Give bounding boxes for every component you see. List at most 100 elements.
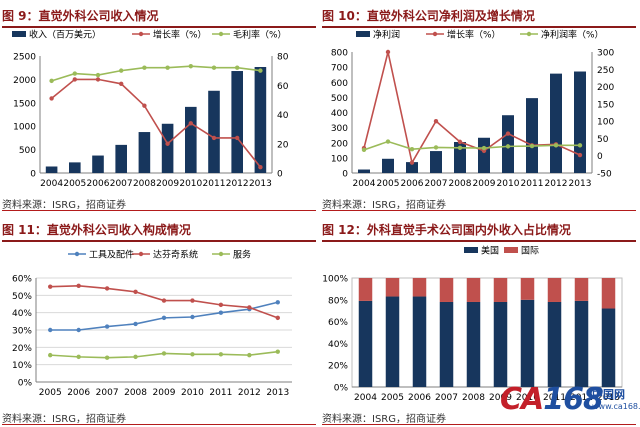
bar-国际	[439, 278, 454, 302]
chart-panel-net-income: 图 10：直觉外科公司净利润及增长情况 0 100 200 300 400 500 600 7…	[322, 0, 636, 212]
x-tick-label: 2010	[516, 393, 539, 403]
y-tick-label: 60%	[328, 318, 348, 328]
legend-label: 增长率（%）	[153, 29, 207, 41]
y-tick-label: 0	[30, 170, 36, 180]
data-point	[505, 131, 511, 136]
data-point	[211, 65, 217, 70]
data-point	[218, 302, 224, 308]
bar-美国	[520, 299, 535, 387]
x-tick-label: 2008	[462, 393, 485, 403]
data-point	[49, 96, 54, 101]
bar-国际	[601, 278, 616, 309]
x-tick-label: 2011	[521, 179, 544, 189]
data-point	[119, 81, 124, 86]
data-point	[235, 135, 240, 141]
data-point	[258, 164, 263, 170]
data-point	[211, 135, 217, 141]
legend-label: 增长率（%）	[447, 29, 501, 41]
x-tick-label: 2008	[449, 179, 472, 189]
series-line	[363, 51, 581, 165]
title-rule	[2, 26, 316, 28]
x-tick-label: 2009	[156, 179, 179, 189]
data-point	[553, 143, 559, 148]
x-tick-label: 2005	[381, 393, 404, 403]
watermark-brand: CA168	[500, 382, 604, 417]
y-tick-label: 600	[331, 79, 348, 89]
data-point	[247, 352, 252, 358]
data-point	[133, 321, 138, 327]
legend-marker	[138, 31, 144, 37]
x-tick-label: 2012	[226, 179, 249, 189]
legend-label: 达芬奇系统	[153, 249, 198, 261]
data-point	[49, 78, 54, 84]
y-tick-label: 500	[19, 146, 36, 156]
data-point	[161, 351, 167, 356]
bar	[69, 162, 81, 173]
y-tick-label: 200	[331, 139, 348, 149]
y2-tick-label: 60	[277, 82, 289, 92]
data-point	[218, 310, 224, 315]
x-tick-label: 2008	[124, 388, 147, 398]
data-point	[133, 354, 138, 360]
bar	[382, 158, 394, 173]
title-rule	[322, 26, 636, 28]
footer-rule	[2, 424, 316, 425]
legend-label: 净利润率（%）	[541, 29, 604, 41]
x-tick-label: 2008	[133, 179, 156, 189]
x-tick-label: 2009	[153, 388, 176, 398]
data-point	[457, 139, 463, 145]
x-tick-label: 2013	[249, 179, 272, 189]
x-tick-label: 2007	[96, 388, 119, 398]
bar	[138, 132, 151, 173]
x-tick-label: 2011	[209, 388, 232, 398]
legend-swatch	[12, 31, 26, 37]
chart-title: 图 9：直觉外科公司收入情况	[2, 9, 159, 23]
x-tick-label: 2013	[569, 179, 592, 189]
bar	[550, 73, 562, 173]
bar	[358, 169, 370, 173]
data-point	[433, 145, 439, 150]
bar-美国	[547, 301, 562, 387]
source-note: 资料来源：ISRG，招商证券	[2, 414, 126, 425]
x-tick-label: 2011	[543, 393, 566, 403]
y-tick-label: 0%	[18, 379, 33, 389]
bar-国际	[466, 278, 481, 302]
y-tick-label: 50%	[12, 292, 32, 302]
legend-label: 美国	[481, 245, 499, 257]
bar	[92, 155, 104, 173]
x-tick-label: 2004	[354, 393, 377, 403]
x-tick-label: 2010	[497, 179, 520, 189]
chart-title: 图 10：直觉外科公司净利润及增长情况	[322, 9, 535, 23]
footer-rule	[322, 424, 636, 425]
bar	[231, 71, 243, 173]
watermark-logo: CA168 中国网 www.ca168.com	[470, 382, 640, 422]
x-tick-label: 2013	[266, 388, 289, 398]
region-share-chart: 0% 20% 40% 60% 80% 100% 2004 2005 2006 2007 2008 20…	[322, 245, 623, 403]
x-tick-label: 2004	[40, 179, 63, 189]
bar	[161, 123, 174, 173]
y-tick-label: 40%	[328, 340, 348, 350]
y-tick-label: 400	[331, 109, 348, 119]
data-point	[72, 71, 78, 76]
chart-panel-revenue-mix: 图 11：直觉外科公司收入构成情况 0% 10% 20% 30% 40% 50% 60% 20…	[2, 214, 316, 426]
data-point	[48, 284, 53, 289]
watermark-url: www.ca168.com	[592, 402, 640, 411]
y-tick-label: 40%	[12, 309, 32, 319]
data-point	[161, 315, 167, 321]
data-point	[161, 298, 167, 303]
y2-tick-label: 20	[277, 140, 289, 150]
bar	[406, 162, 418, 173]
chart-title: 图 11：直觉外科公司收入构成情况	[2, 223, 191, 237]
data-point	[577, 143, 583, 148]
x-tick-label: 2006	[401, 179, 424, 189]
x-tick-label: 2004	[353, 179, 376, 189]
y-tick-label: 500	[331, 94, 348, 104]
bar	[526, 98, 538, 173]
bar	[502, 115, 514, 173]
y-tick-label: 800	[331, 49, 348, 59]
y-tick-label: 1000	[13, 123, 36, 133]
legend-marker	[74, 251, 80, 257]
y-tick-label: 100%	[322, 275, 348, 285]
y-tick-label: 1500	[13, 99, 36, 109]
y-tick-label: 10%	[12, 361, 32, 371]
